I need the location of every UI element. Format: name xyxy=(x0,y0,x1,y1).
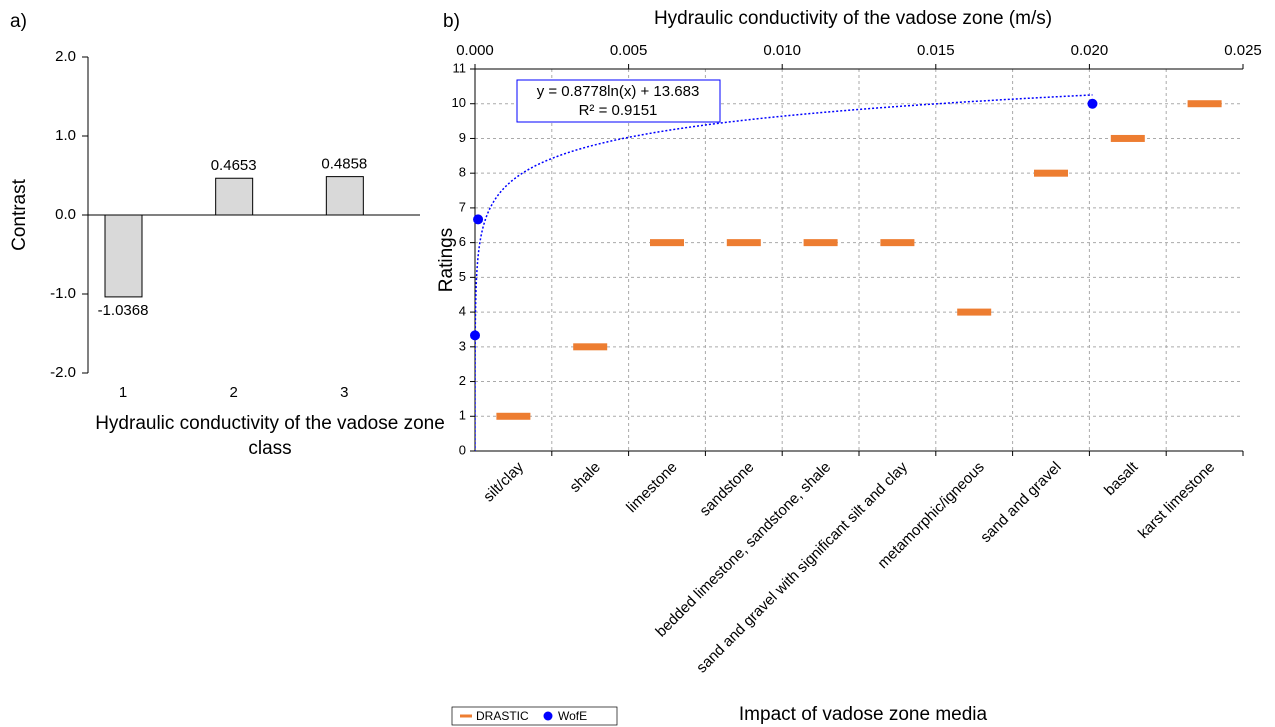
value-label: 0.4653 xyxy=(211,157,257,174)
drastic-mark xyxy=(1034,169,1068,177)
x2-axis-title: Hydraulic conductivity of the vadose zon… xyxy=(654,8,1052,29)
value-label: -1.0368 xyxy=(98,302,149,319)
y-tick-label: -2.0 xyxy=(50,364,76,381)
legend-swatch xyxy=(460,714,472,718)
drastic-mark xyxy=(1110,134,1145,142)
drastic-mark xyxy=(573,343,608,351)
x-tick-label: karst limestone xyxy=(1135,459,1218,542)
annotation-box xyxy=(516,79,721,123)
trendline xyxy=(475,94,1093,451)
y-tick-label: 3 xyxy=(459,338,466,353)
legend-swatch xyxy=(543,711,553,721)
panel-label: a) xyxy=(10,11,27,32)
x-tick-label: sand and gravel xyxy=(977,459,1065,547)
drastic-mark xyxy=(726,239,761,247)
drastic-mark xyxy=(957,308,992,316)
x-tick-label: sandstone xyxy=(696,459,757,520)
trendline-equation: y = 0.8778ln(x) + 13.683 xyxy=(537,83,700,100)
y-axis-title: Ratings xyxy=(436,228,457,292)
y-tick-label: 8 xyxy=(459,165,466,180)
panel-label: b) xyxy=(443,11,460,32)
x-axis-title-line: Hydraulic conductivity of the vadose zon… xyxy=(95,413,445,434)
y-tick-label: 1.0 xyxy=(55,127,76,144)
drastic-mark xyxy=(650,239,684,247)
drastic-mark xyxy=(880,239,915,247)
legend-label: DRASTIC xyxy=(476,709,529,723)
y-tick-label: 2 xyxy=(459,373,466,388)
wofe-point xyxy=(470,330,480,341)
y-tick-label: 9 xyxy=(459,130,466,145)
wofe-point xyxy=(1087,98,1098,109)
x-tick-label: limestone xyxy=(623,459,680,516)
x-axis-title: Hydraulic conductivity of the vadose zon… xyxy=(95,413,445,459)
drastic-mark xyxy=(496,412,531,420)
y-axis-title: Contrast xyxy=(9,178,30,251)
y-tick-label: 1 xyxy=(459,408,466,423)
y-tick-label: 7 xyxy=(459,199,466,214)
drastic-mark xyxy=(803,239,838,247)
x-axis-title: Impact of vadose zone media xyxy=(739,704,988,725)
bar xyxy=(104,214,143,298)
legend-label: WofE xyxy=(558,709,587,723)
y-tick-label: 0 xyxy=(459,442,466,457)
x2-tick-label: 0.005 xyxy=(610,42,648,59)
y-tick-label: 10 xyxy=(452,95,466,110)
x-tick-label: silt/clay xyxy=(480,458,527,505)
bar xyxy=(325,176,364,216)
x-axis-title-line: class xyxy=(248,438,291,459)
x2-tick-label: 0.020 xyxy=(1071,42,1109,59)
x-tick-label: 3 xyxy=(340,384,348,401)
y-tick-label: 6 xyxy=(459,234,466,249)
y-tick-label: 5 xyxy=(459,269,466,284)
x-tick-label: 2 xyxy=(229,384,237,401)
legend-box xyxy=(451,706,618,726)
wofe-point xyxy=(473,214,484,225)
y-tick-label: 2.0 xyxy=(55,48,76,65)
x2-tick-label: 0.010 xyxy=(763,42,801,59)
x2-tick-label: 0.000 xyxy=(456,42,494,59)
y-tick-label: 4 xyxy=(459,304,466,319)
x-tick-label: basalt xyxy=(1101,458,1142,499)
bar xyxy=(215,177,254,216)
y-tick-label: 0.0 xyxy=(55,206,76,223)
y-tick-label: -1.0 xyxy=(50,285,76,302)
x2-tick-label: 0.025 xyxy=(1224,42,1262,59)
plot-clip xyxy=(475,94,1093,451)
x-tick-label: shale xyxy=(566,459,603,496)
drastic-mark xyxy=(1187,100,1222,108)
x-tick-label: 1 xyxy=(119,384,127,401)
trendline-r2: R² = 0.9151 xyxy=(579,102,658,119)
value-label: 0.4858 xyxy=(321,156,367,173)
y-tick-label: 11 xyxy=(453,60,467,75)
x2-tick-label: 0.015 xyxy=(917,42,955,59)
